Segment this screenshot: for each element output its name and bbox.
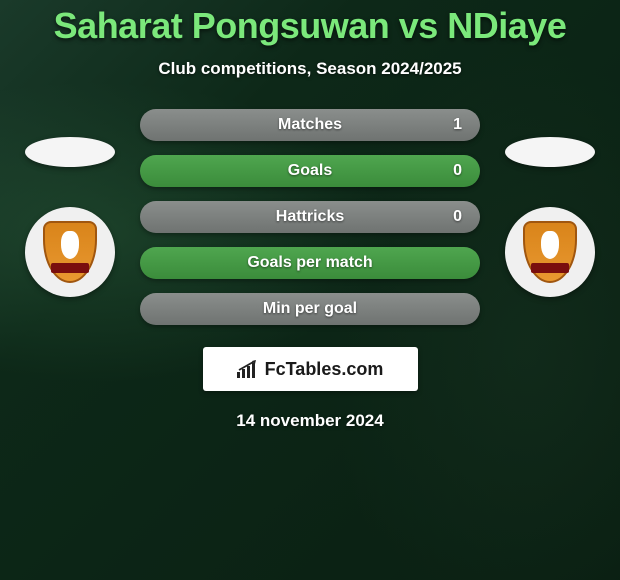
- brand-badge[interactable]: FcTables.com: [203, 347, 418, 391]
- shield-icon: [523, 221, 577, 283]
- shield-icon: [43, 221, 97, 283]
- stat-right-value: 0: [453, 208, 462, 226]
- right-player-col: [500, 137, 600, 297]
- stat-right-value: 0: [453, 162, 462, 180]
- comparison-row: Matches 1 Goals 0 Hattricks 0 Goals per …: [0, 109, 620, 325]
- player-avatar-left: [25, 137, 115, 167]
- stat-label: Min per goal: [263, 300, 357, 318]
- stat-row-hattricks: Hattricks 0: [140, 201, 480, 233]
- player-avatar-right: [505, 137, 595, 167]
- subtitle: Club competitions, Season 2024/2025: [0, 59, 620, 79]
- stat-label: Matches: [278, 116, 342, 134]
- stat-label: Goals: [288, 162, 332, 180]
- club-badge-left: [25, 207, 115, 297]
- club-badge-right: [505, 207, 595, 297]
- chart-arrow-icon: [237, 360, 259, 378]
- stat-row-goals: Goals 0: [140, 155, 480, 187]
- stats-column: Matches 1 Goals 0 Hattricks 0 Goals per …: [140, 109, 480, 325]
- stat-label: Hattricks: [276, 208, 344, 226]
- brand-name: FcTables.com: [265, 359, 384, 380]
- content-area: Saharat Pongsuwan vs NDiaye Club competi…: [0, 0, 620, 431]
- stat-right-value: 1: [453, 116, 462, 134]
- date-label: 14 november 2024: [0, 411, 620, 431]
- stat-label: Goals per match: [247, 254, 372, 272]
- left-player-col: [20, 137, 120, 297]
- stat-row-min-per-goal: Min per goal: [140, 293, 480, 325]
- page-title: Saharat Pongsuwan vs NDiaye: [0, 5, 620, 47]
- stat-row-goals-per-match: Goals per match: [140, 247, 480, 279]
- stat-row-matches: Matches 1: [140, 109, 480, 141]
